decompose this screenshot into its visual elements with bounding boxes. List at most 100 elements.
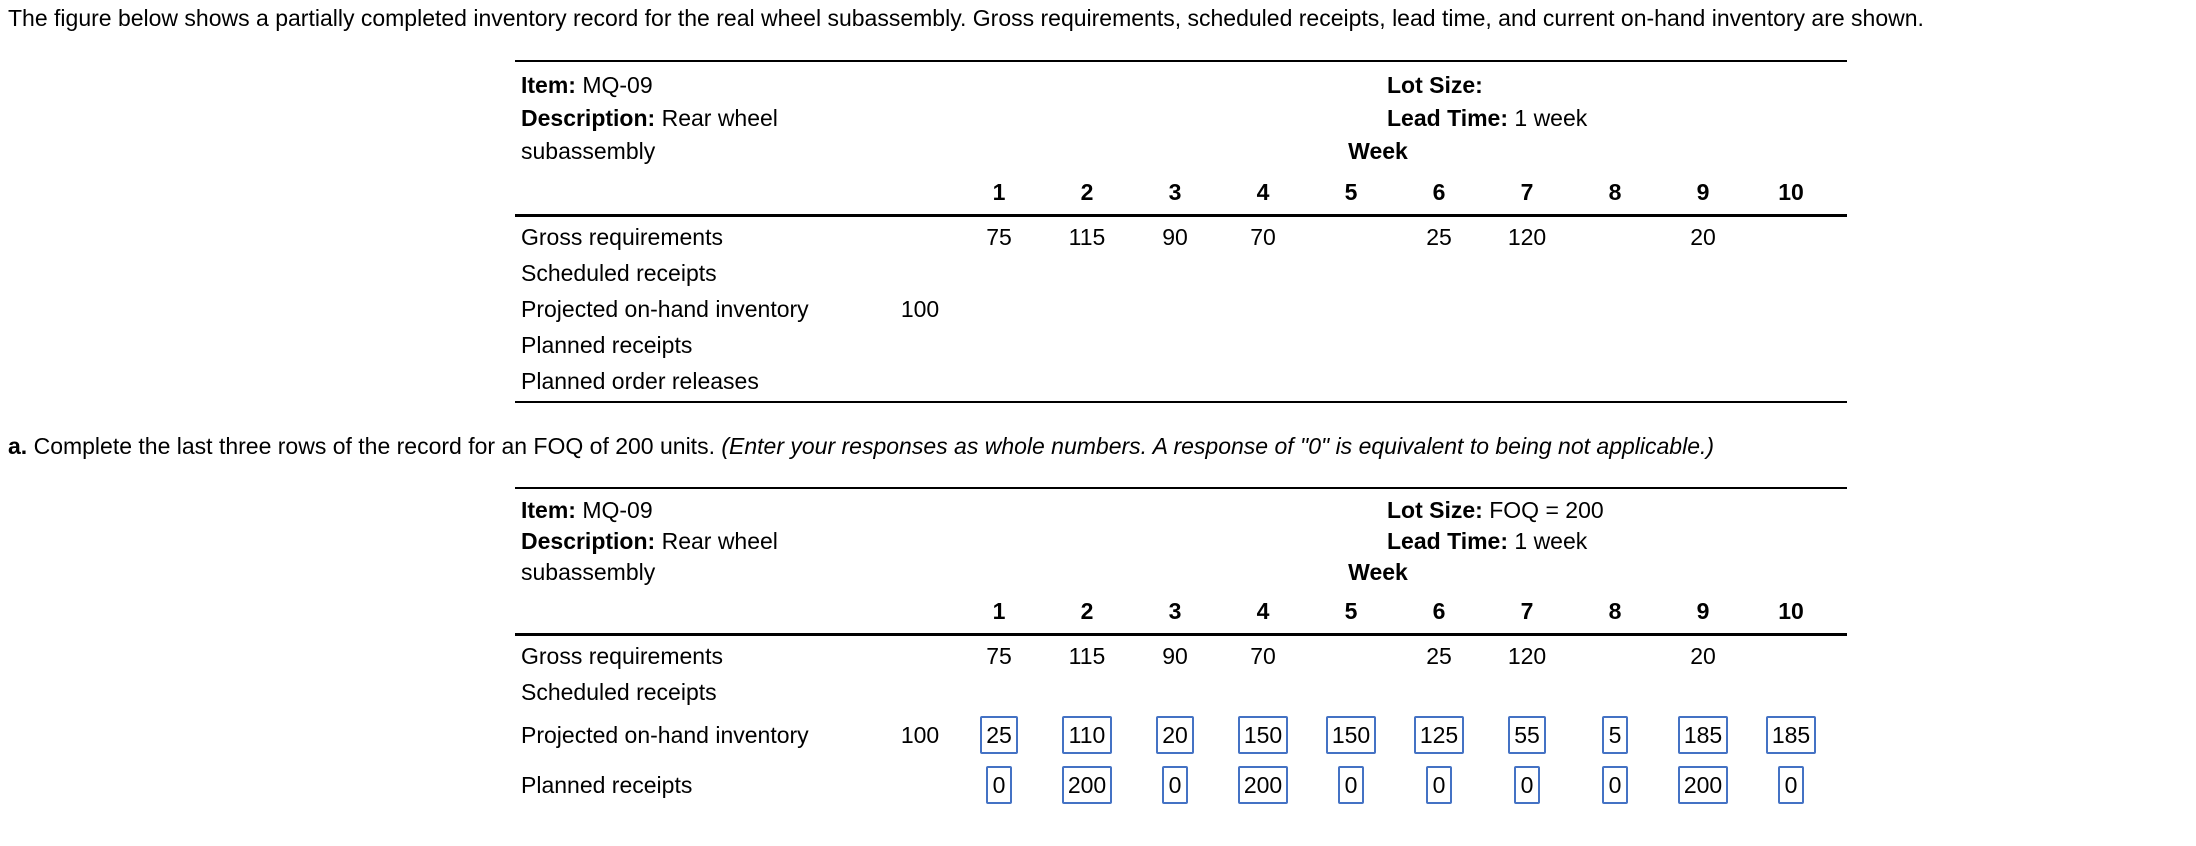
planned-receipts-input-week-9[interactable]	[1678, 766, 1728, 804]
record1-lot-size: Lot Size:	[1387, 72, 1483, 99]
record1-week-header-10: 10	[1778, 179, 1804, 205]
record2-lead-time: Lead Time: 1 week	[1387, 528, 1587, 555]
gross-requirements-week-9-cell: 20	[1690, 223, 1716, 250]
row-label-planned-receipts: Planned receipts	[521, 771, 693, 798]
record2-item-label: Item:	[521, 497, 576, 523]
record2-week-label: Week	[1348, 559, 1408, 585]
projected-on-hand-inventory-input-week-7[interactable]	[1508, 716, 1546, 754]
record2-lot-size-value: FOQ = 200	[1482, 497, 1604, 523]
record2-row-scheduled-receipts: Scheduled receipts	[515, 674, 1847, 710]
gross-requirements-week-3-cell: 90	[1162, 642, 1188, 669]
planned-receipts-input-week-5[interactable]	[1338, 766, 1364, 804]
planned-receipts-week-10-cell	[1747, 766, 1835, 804]
planned-receipts-input-week-7[interactable]	[1514, 766, 1540, 804]
row-label-planned-order-releases: Planned order releases	[521, 367, 759, 394]
projected-on-hand-inventory-input-week-10[interactable]	[1766, 716, 1816, 754]
record1-week-header-3: 3	[1168, 179, 1182, 205]
record1-header: Item: MQ-09 Lot Size: Description: Rear wh…	[515, 60, 1847, 171]
record2-item-value: MQ-09	[575, 497, 653, 523]
projected-on-hand-inventory-week-8-cell	[1571, 716, 1659, 754]
projected-on-hand-inventory-week-10-cell	[1747, 716, 1835, 754]
planned-receipts-week-1-cell	[955, 766, 1043, 804]
question-a: a. Complete the last three rows of the r…	[8, 433, 1714, 460]
record1-header-line-1: Item: MQ-09 Lot Size:	[515, 72, 1847, 105]
record2-rows: Gross requirements 75 115 90 70 25 120 20 Schedu…	[515, 636, 1847, 810]
record1-week-header-8: 8	[1608, 179, 1622, 205]
projected-on-hand-inventory-week-6-cell	[1395, 716, 1483, 754]
row-label-gross-requirements: Gross requirements	[521, 642, 723, 669]
gross-requirements-week-9-cell: 20	[1690, 642, 1716, 669]
record1-week-header-1: 1	[992, 179, 1006, 205]
gross-requirements-week-6-cell: 25	[1426, 642, 1452, 669]
record1-week-header-2: 2	[1080, 179, 1094, 205]
gross-requirements-week-3-cell: 90	[1162, 223, 1188, 250]
record1-item-label: Item:	[521, 72, 576, 98]
record2-lead-time-label: Lead Time:	[1387, 528, 1508, 554]
record2-week-header-5: 5	[1344, 598, 1358, 624]
projected-on-hand-inventory-week-2-cell	[1043, 716, 1131, 754]
record1-lot-size-label: Lot Size:	[1387, 72, 1483, 98]
record1-week-header-6: 6	[1432, 179, 1446, 205]
record1-description: Description: Rear wheel	[521, 105, 778, 131]
projected-on-hand-inventory-input-week-2[interactable]	[1062, 716, 1112, 754]
row-label-gross-requirements: Gross requirements	[521, 223, 723, 250]
record2-description-value: Rear wheel	[655, 528, 778, 554]
planned-receipts-input-week-2[interactable]	[1062, 766, 1112, 804]
planned-receipts-input-week-10[interactable]	[1778, 766, 1804, 804]
planned-receipts-input-week-6[interactable]	[1426, 766, 1452, 804]
record1-week-header-4: 4	[1256, 179, 1270, 205]
planned-receipts-week-9-cell	[1659, 766, 1747, 804]
record1-row-planned-receipts: Planned receipts	[515, 327, 1847, 363]
record2-week-number-row: 1 2 3 4 5 6 7 8 9 10	[515, 590, 1847, 633]
record2-header-line-1: Item: MQ-09 Lot Size: FOQ = 200	[515, 497, 1847, 528]
planned-receipts-input-week-1[interactable]	[986, 766, 1012, 804]
record1-week-label: Week	[1348, 138, 1408, 164]
record2-description-wrap: subassembly	[521, 559, 656, 585]
mrp-record-blank: Item: MQ-09 Lot Size: Description: Rear wh…	[515, 60, 1847, 403]
question-a-label: a.	[8, 433, 28, 459]
record2-description: Description: Rear wheel	[521, 528, 778, 554]
record1-description-wrap: subassembly	[521, 138, 656, 164]
projected-on-hand-inventory-input-week-1[interactable]	[980, 716, 1018, 754]
record2-week-header-2: 2	[1080, 598, 1094, 624]
record1-row-planned-order-releases: Planned order releases	[515, 363, 1847, 399]
record1-item: Item: MQ-09	[521, 72, 653, 98]
planned-receipts-week-4-cell	[1219, 766, 1307, 804]
projected-on-hand-inventory-initial-cell: 100	[900, 295, 940, 322]
gross-requirements-week-7-cell: 120	[1507, 223, 1547, 250]
projected-on-hand-inventory-initial-cell: 100	[900, 721, 940, 748]
gross-requirements-week-2-cell: 115	[1068, 642, 1106, 669]
record1-week-number-row: 1 2 3 4 5 6 7 8 9 10	[515, 171, 1847, 214]
planned-receipts-input-week-4[interactable]	[1238, 766, 1288, 804]
record2-lead-time-value: 1 week	[1508, 528, 1588, 554]
record2-row-projected-on-hand-inventory: Projected on-hand inventory 100	[515, 710, 1847, 760]
record2-week-header-3: 3	[1168, 598, 1182, 624]
gross-requirements-week-4-cell: 70	[1250, 223, 1276, 250]
gross-requirements-week-1-cell: 75	[986, 642, 1012, 669]
projected-on-hand-inventory-week-1-cell	[955, 716, 1043, 754]
planned-receipts-input-week-3[interactable]	[1162, 766, 1188, 804]
planned-receipts-week-7-cell	[1483, 766, 1571, 804]
record1-week-header-5: 5	[1344, 179, 1358, 205]
projected-on-hand-inventory-input-week-5[interactable]	[1326, 716, 1376, 754]
record1-rows: Gross requirements 75 115 90 70 25 120 20 Schedu…	[515, 217, 1847, 403]
record2-lot-size-label: Lot Size:	[1387, 497, 1483, 523]
row-label-planned-receipts: Planned receipts	[521, 331, 693, 358]
projected-on-hand-inventory-week-7-cell	[1483, 716, 1571, 754]
planned-receipts-week-5-cell	[1307, 766, 1395, 804]
planned-receipts-week-3-cell	[1131, 766, 1219, 804]
record1-lead-time-value: 1 week	[1508, 105, 1588, 131]
planned-receipts-input-week-8[interactable]	[1602, 766, 1628, 804]
projected-on-hand-inventory-input-week-4[interactable]	[1238, 716, 1288, 754]
record2-item: Item: MQ-09	[521, 497, 653, 523]
record1-item-value: MQ-09	[575, 72, 653, 98]
record2-description-label: Description:	[521, 528, 656, 554]
projected-on-hand-inventory-input-week-3[interactable]	[1156, 716, 1194, 754]
projected-on-hand-inventory-week-9-cell	[1659, 716, 1747, 754]
projected-on-hand-inventory-input-week-6[interactable]	[1414, 716, 1464, 754]
record2-lot-size: Lot Size: FOQ = 200	[1387, 497, 1604, 524]
record1-week-header-7: 7	[1520, 179, 1534, 205]
projected-on-hand-inventory-input-week-8[interactable]	[1602, 716, 1628, 754]
projected-on-hand-inventory-input-week-9[interactable]	[1678, 716, 1728, 754]
planned-receipts-week-6-cell	[1395, 766, 1483, 804]
